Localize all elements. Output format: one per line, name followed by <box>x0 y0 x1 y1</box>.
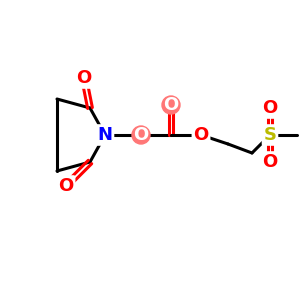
Text: O: O <box>164 96 178 114</box>
Circle shape <box>132 126 150 144</box>
Text: O: O <box>134 126 148 144</box>
Circle shape <box>162 96 180 114</box>
Text: O: O <box>194 126 208 144</box>
Text: O: O <box>76 69 92 87</box>
Text: O: O <box>262 99 278 117</box>
Text: S: S <box>263 126 277 144</box>
Text: O: O <box>58 177 74 195</box>
Text: N: N <box>98 126 112 144</box>
Text: O: O <box>262 153 278 171</box>
